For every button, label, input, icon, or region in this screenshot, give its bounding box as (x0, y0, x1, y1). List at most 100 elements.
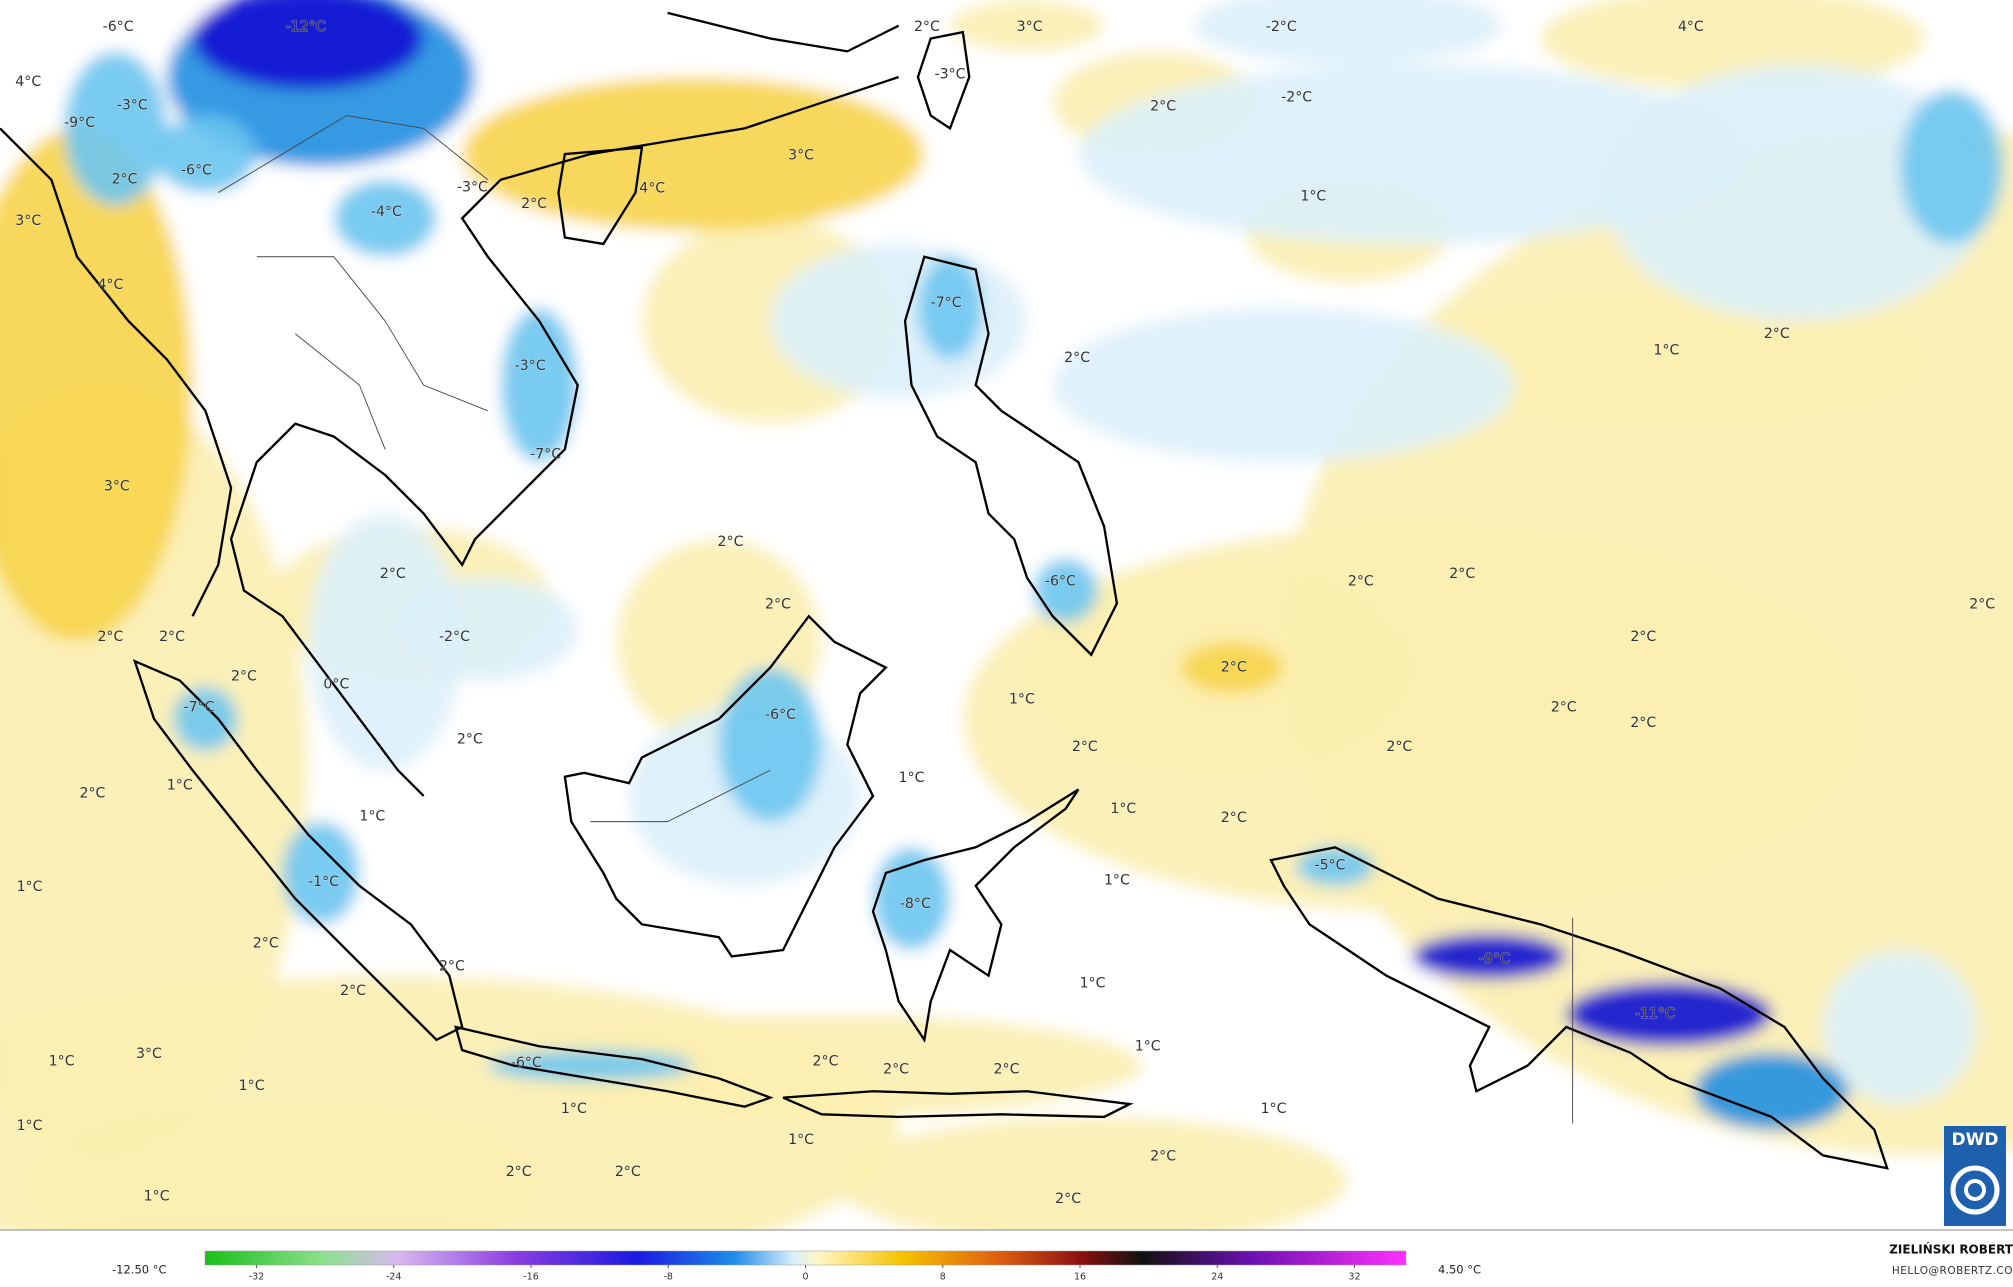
field-patch (462, 77, 925, 232)
temperature-label: -2°C (1266, 19, 1297, 35)
logo-text: DWD (1952, 1130, 1999, 1150)
temperature-label: 1°C (561, 1101, 587, 1117)
temperature-label: 1°C (49, 1054, 75, 1070)
temperature-label: 1°C (788, 1132, 814, 1148)
temperature-label: -8°C (900, 896, 931, 912)
temperature-label: 1°C (167, 778, 193, 794)
temperature-label: 2°C (97, 629, 123, 645)
temperature-label: -7°C (183, 699, 214, 715)
footer: -12.50 °C 4.50 °C -32 -24 -16 -8 0 8 16 24 32 ZI… (0, 1229, 2013, 1287)
temperature-label: 2°C (112, 172, 138, 188)
temperature-label: -4°C (371, 204, 402, 220)
logo-background (1944, 1126, 2006, 1226)
temperature-label: 2°C (340, 983, 366, 999)
temperature-label: 2°C (506, 1164, 532, 1180)
colorbar-tick-label: 8 (940, 1272, 946, 1283)
temperature-label: 2°C (1221, 660, 1247, 676)
temperature-label: 2°C (914, 19, 940, 35)
temperature-label: 1°C (359, 808, 385, 824)
field-patch (0, 128, 193, 642)
credit-author: ZIELIŃSKI ROBERT (1889, 1242, 2013, 1257)
field-patch (64, 51, 167, 206)
temperature-label: 3°C (104, 479, 130, 495)
temperature-labels: -12°C -6°C 4°C -3°C -9°C -6°C 2°C 3°C 4°C 2°C 3°C -… (15, 18, 1996, 1207)
field-patch (173, 686, 238, 752)
temperature-label: 1°C (1110, 801, 1136, 817)
colorbar-tick-label: 32 (1348, 1272, 1360, 1283)
temperature-label: 2°C (883, 1061, 909, 1077)
temperature-label: 1°C (239, 1078, 265, 1094)
field-patch (25, 1104, 540, 1230)
temperature-label: 2°C (1764, 326, 1790, 342)
temperature-label: -1°C (308, 874, 339, 890)
colorbar-tick-label: -32 (249, 1272, 265, 1283)
temperature-label: 1°C (1261, 1101, 1287, 1117)
temperature-label: 2°C (253, 936, 279, 952)
temperature-label: 2°C (718, 534, 744, 550)
temperature-label: 2°C (615, 1164, 641, 1180)
field-patch (154, 115, 257, 193)
temperature-label: -9°C (1479, 951, 1510, 967)
temperature-label: 2°C (1551, 699, 1577, 715)
temperature-label: 1°C (1104, 873, 1130, 889)
field-patch (1078, 64, 1746, 244)
temperature-label: 3°C (1017, 19, 1043, 35)
field-patch (1566, 982, 1772, 1047)
temperature-label: 3°C (788, 147, 814, 163)
temperature-label: -9°C (64, 115, 95, 131)
temperature-label: -6°C (103, 19, 134, 35)
temperature-label: 2°C (231, 669, 257, 685)
temperature-label: 4°C (1678, 19, 1704, 35)
temperature-label: 2°C (79, 785, 105, 801)
temperature-label: -3°C (117, 97, 148, 113)
temperature-label: -7°C (530, 446, 561, 462)
temperature-label: 2°C (1969, 597, 1995, 613)
temperature-label: 2°C (380, 566, 406, 582)
temperature-label: 2°C (1386, 739, 1412, 755)
field-patch (1412, 295, 1926, 424)
colorbar (204, 1250, 1407, 1266)
field-patch (1193, 0, 1502, 65)
temperature-label: -6°C (511, 1055, 542, 1071)
field-patch (834, 1116, 1348, 1230)
colorbar-ticks: -32 -24 -16 -8 0 8 16 24 32 (249, 1265, 1361, 1283)
temperature-label: -3°C (515, 358, 546, 374)
temperature-label: 1°C (1653, 342, 1679, 358)
temperature-label: -3°C (935, 66, 966, 82)
colorbar-tick-label: 0 (802, 1272, 808, 1283)
temperature-label: 3°C (15, 213, 41, 229)
temperature-label: 1°C (1300, 188, 1326, 204)
temperature-label: 4°C (639, 181, 665, 197)
temperature-label: 2°C (813, 1054, 839, 1070)
field-patch (718, 667, 822, 822)
temperature-label: -5°C (1315, 857, 1346, 873)
temperature-label: 2°C (159, 629, 185, 645)
temperature-label: 2°C (1630, 629, 1656, 645)
field-patch (308, 513, 463, 771)
field-patch (917, 256, 983, 360)
logo-swirl-inner (1964, 1179, 1986, 1201)
temperature-label: -3°C (457, 179, 488, 195)
field-patch (1052, 308, 1515, 463)
temperature-label: 2°C (521, 196, 547, 212)
field-patch (950, 0, 1105, 52)
temperature-label: 1°C (1080, 975, 1106, 991)
field-patch (872, 847, 951, 951)
colorbar-tick-label: -24 (386, 1272, 402, 1283)
colorbar-tick-label: -8 (664, 1272, 673, 1283)
temperature-label: -12°C (286, 19, 326, 35)
temperature-label: 1°C (144, 1189, 170, 1205)
temperature-label: 3°C (136, 1046, 162, 1062)
field-patch (1181, 641, 1284, 694)
temperature-label: -2°C (1281, 90, 1312, 106)
temperature-label: 2°C (1630, 715, 1656, 731)
colorbar-tick-label: -16 (523, 1272, 539, 1283)
field-patch (1412, 933, 1567, 980)
temperature-label: 2°C (1064, 350, 1090, 366)
temperature-label: 2°C (457, 731, 483, 747)
temperature-label: -11°C (1635, 1006, 1675, 1022)
field-patch (487, 1050, 694, 1081)
